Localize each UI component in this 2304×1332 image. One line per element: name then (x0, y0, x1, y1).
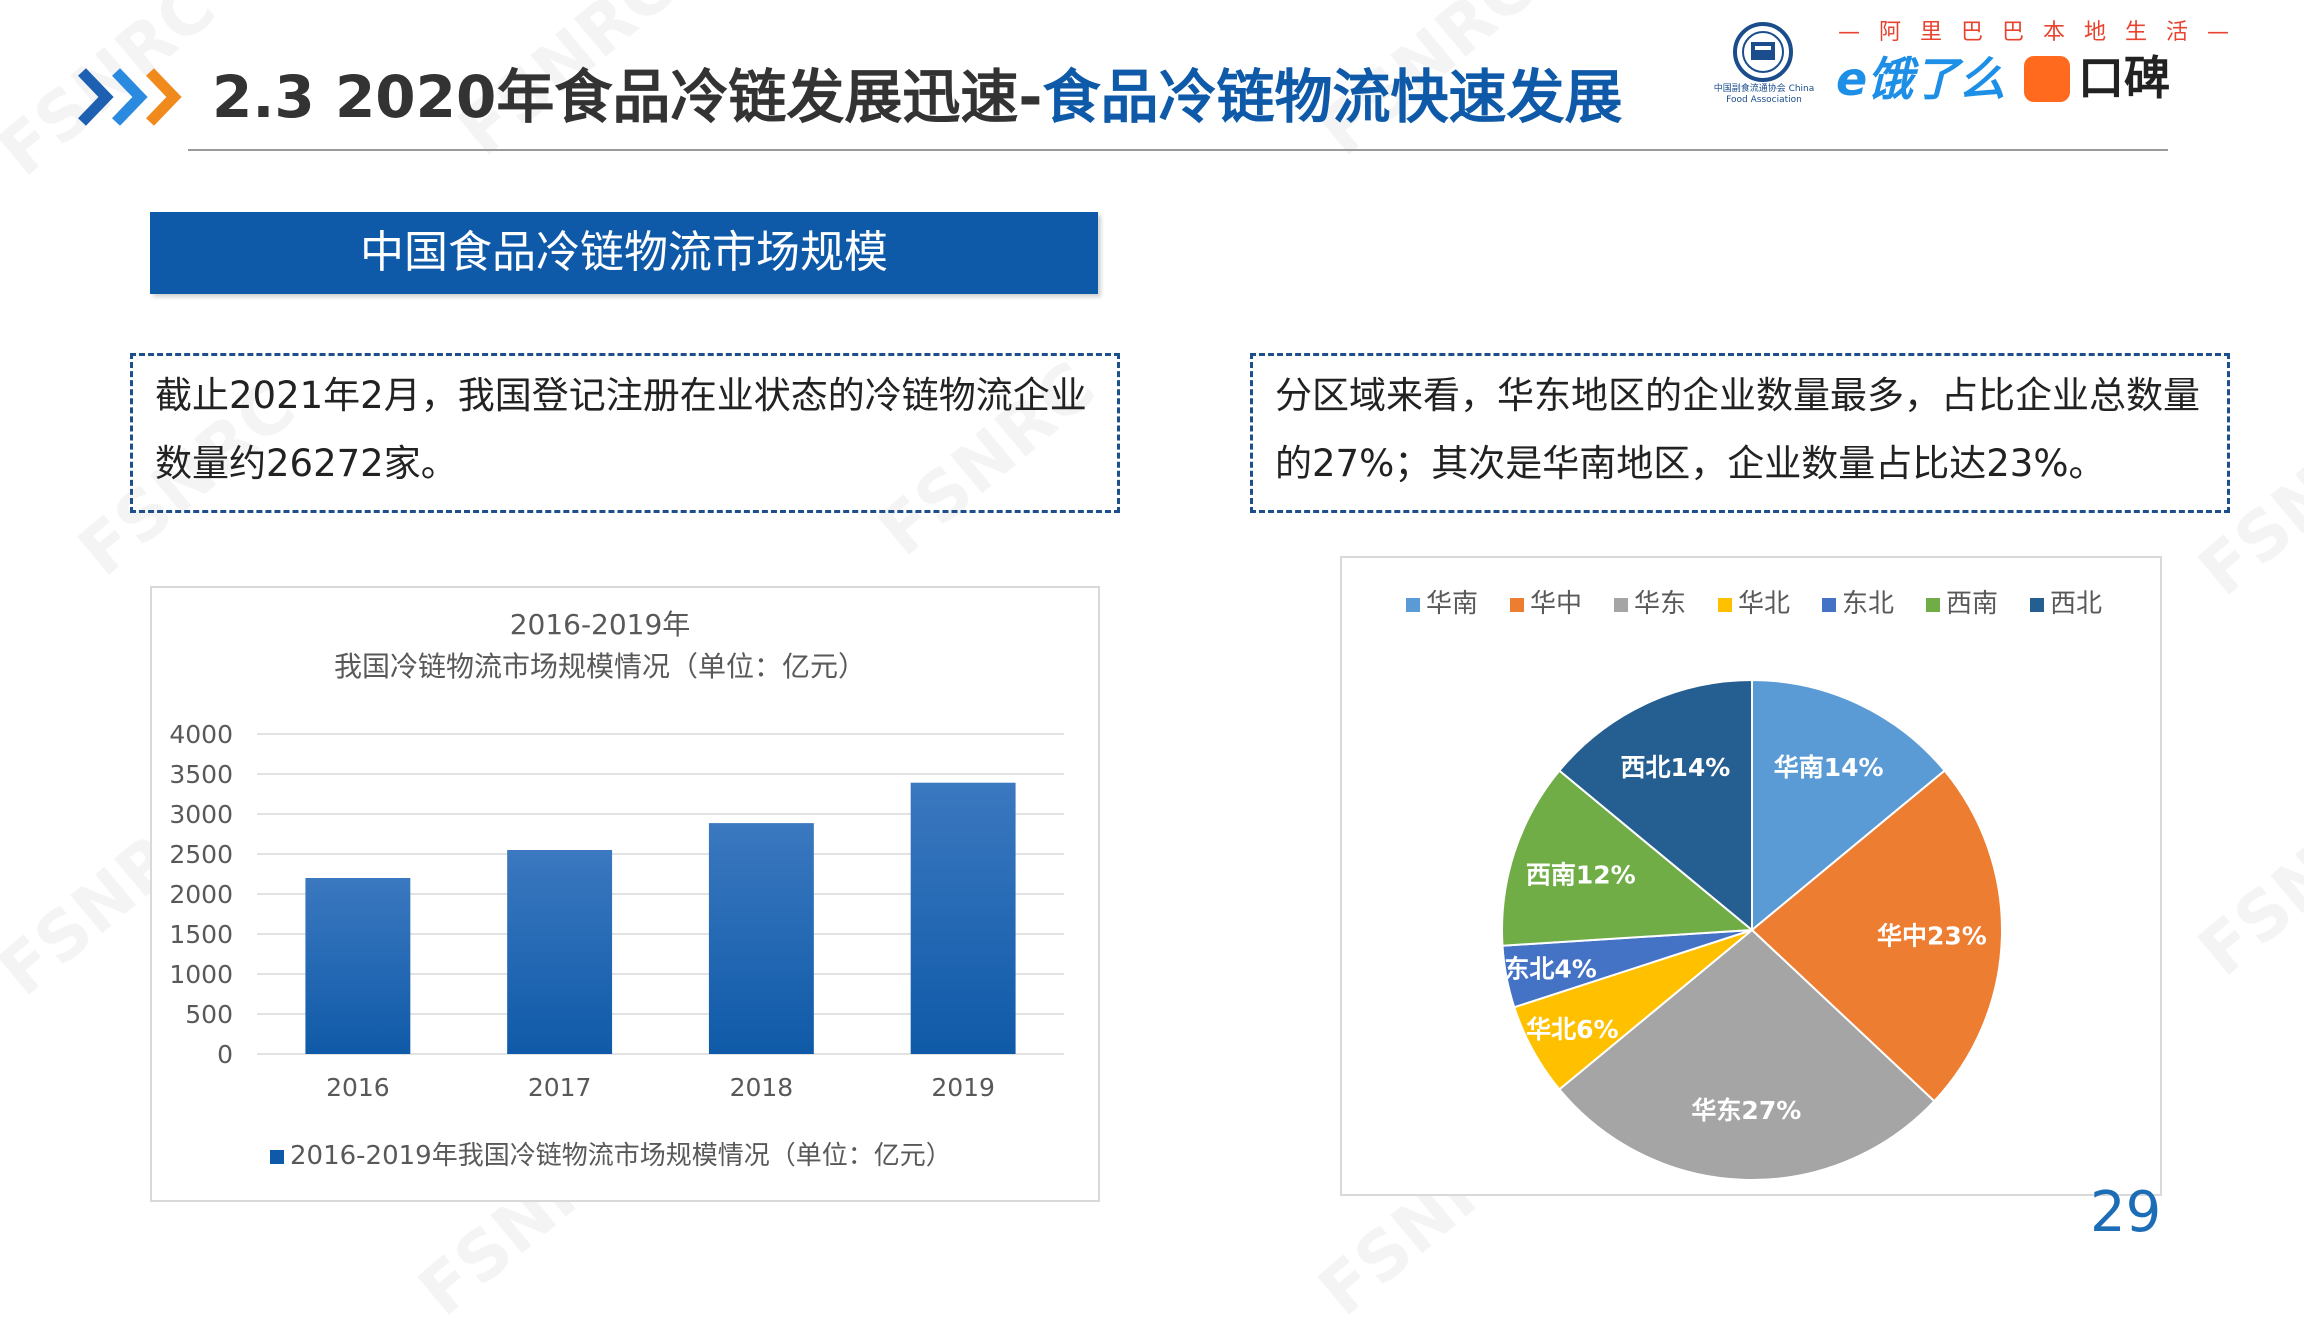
pie-legend-label: 华北 (1738, 589, 1790, 619)
regional-share-note: 分区域来看，华东地区的企业数量最多，占比企业总数量的27%；其次是华南地区，企业… (1250, 353, 2230, 513)
pie-slice-华中 (1750, 769, 2003, 1103)
bar-2016 (305, 878, 411, 1054)
enterprise-count-note: 截止2021年2月，我国登记注册在业状态的冷链物流企业数量约26272家。 (130, 353, 1120, 513)
page-title-accent: 食品冷链物流快速发展 (1042, 63, 1623, 131)
bar-chart-title-line1: 2016-2019年 (510, 608, 691, 641)
pie-slice-华东 (1557, 928, 1936, 1181)
y-tick-label: 0 (217, 1040, 233, 1069)
pie-slice-华南 (1751, 678, 1947, 933)
bar-2018 (708, 823, 814, 1054)
pie-legend-swatch (1822, 598, 1836, 612)
y-tick-label: 1500 (169, 920, 233, 949)
page-title-prefix: 2.3 2020年食品冷链发展迅速- (212, 63, 1043, 131)
bar-chart-title-line2: 我国冷链物流市场规模情况（单位：亿元） (334, 650, 866, 683)
pie-slice-西北 (1557, 678, 1753, 933)
bar-chart-panel: 2016-2019年 我国冷链物流市场规模情况（单位：亿元） 0 500 1000 150… (150, 586, 1100, 1202)
watermark: FSNRC (2184, 767, 2304, 991)
legend-swatch (270, 1150, 284, 1164)
y-tick-label: 3500 (169, 760, 233, 789)
koubei-icon (2024, 56, 2070, 102)
pie-legend-swatch (2030, 598, 2044, 612)
association-logo-text: 中国副食流通协会 China Food Association (1713, 84, 1815, 105)
pie-data-label: 西北14% (1620, 753, 1730, 782)
enterprise-count-text: 截止2021年2月，我国登记注册在业状态的冷链物流企业数量约26272家。 (155, 374, 1087, 485)
regional-share-text: 分区域来看，华东地区的企业数量最多，占比企业总数量的27%；其次是华南地区，企业… (1275, 374, 2200, 485)
pie-data-label: 华中23% (1877, 922, 1987, 951)
page-title: 2.3 2020年食品冷链发展迅速-食品冷链物流快速发展 (212, 52, 1622, 142)
pie-legend-label: 华东 (1634, 589, 1686, 619)
pie-data-label: 华东27% (1691, 1096, 1801, 1125)
pie-legend-label: 华南 (1426, 589, 1478, 619)
y-tick-label: 3000 (169, 800, 233, 829)
x-tick-label: 2019 (931, 1073, 995, 1102)
y-tick-label: 4000 (169, 720, 233, 749)
pie-data-label: 西南12% (1526, 860, 1636, 889)
bar-2017 (507, 850, 613, 1054)
association-logo-icon (1733, 22, 1793, 82)
y-tick-label: 500 (185, 1000, 233, 1029)
x-tick-label: 2016 (326, 1073, 390, 1102)
pie-legend-swatch (1718, 598, 1732, 612)
bar-2019 (910, 782, 1016, 1054)
eleme-logo: e饿了么 (1836, 52, 2006, 106)
x-tick-label: 2017 (528, 1073, 592, 1102)
pie-slice-西南 (1501, 769, 1755, 947)
pie-data-label: 华北6% (1526, 1015, 1618, 1044)
section-banner: 中国食品冷链物流市场规模 (150, 212, 1098, 294)
bar-chart: 2016-2019年我国冷链物流市场规模情况（单位：亿元）05001000150… (169, 608, 1064, 1171)
pie-chart-panel: 华南 华中 华东 华北 东北 西南 西北华南14% 华中23% 华东27% 华北6% 东北4% 西南1… (1340, 556, 2162, 1196)
pie-legend-swatch (1406, 598, 1420, 612)
koubei-logo: 口碑 (2078, 51, 2170, 105)
y-tick-label: 1000 (169, 960, 233, 989)
alibaba-local-tagline: — 阿 里 巴 巴 本 地 生 活 — (1838, 20, 2235, 45)
pie-data-label: 华南14% (1774, 753, 1884, 782)
pie-legend-label: 东北 (1842, 589, 1894, 619)
y-tick-label: 2500 (169, 840, 233, 869)
pie-legend-swatch (1510, 598, 1524, 612)
pie-data-label: 东北4% (1504, 954, 1596, 983)
pie-legend-swatch (1926, 598, 1940, 612)
legend-label: 2016-2019年我国冷链物流市场规模情况（单位：亿元） (290, 1141, 952, 1171)
header-divider (188, 149, 2168, 151)
chevrons-icon (78, 68, 182, 126)
pie-legend-label: 西南 (1946, 589, 1998, 619)
y-tick-label: 2000 (169, 880, 233, 909)
x-tick-label: 2018 (730, 1073, 794, 1102)
pie-legend-label: 西北 (2050, 589, 2102, 619)
pie-legend-swatch (1614, 598, 1628, 612)
pie-legend-label: 华中 (1530, 589, 1582, 619)
page-number: 29 (2090, 1180, 2162, 1245)
